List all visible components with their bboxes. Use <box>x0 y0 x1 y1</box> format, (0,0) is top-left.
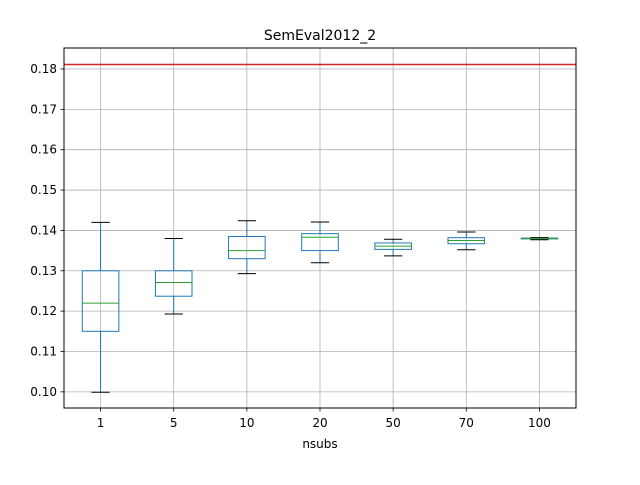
x-tick-label: 50 <box>386 416 401 430</box>
x-tick-label: 10 <box>239 416 254 430</box>
x-tick-label: 100 <box>528 416 551 430</box>
y-axis-ticks: 0.10 0.11 0.12 0.13 0.14 0.15 0.16 0.17 0.18 <box>30 62 64 399</box>
y-tick-label: 0.10 <box>30 385 57 399</box>
x-axis-ticks: 1 5 10 20 50 70 100 <box>97 408 551 430</box>
y-tick-label: 0.18 <box>30 62 57 76</box>
y-tick-label: 0.11 <box>30 344 57 358</box>
chart-title: SemEval2012_2 <box>264 28 376 44</box>
box-70 <box>447 231 486 251</box>
x-tick-label: 1 <box>97 416 105 430</box>
box-1 <box>81 221 120 393</box>
box-iqr <box>301 233 339 252</box>
y-tick-label: 0.16 <box>30 143 57 157</box>
y-tick-label: 0.15 <box>30 183 57 197</box>
box-iqr <box>228 235 266 260</box>
box-10 <box>228 220 266 275</box>
boxes <box>81 220 559 393</box>
x-tick-label: 70 <box>459 416 474 430</box>
box-iqr <box>81 270 120 332</box>
y-tick-label: 0.14 <box>30 223 57 237</box>
box-100 <box>520 237 559 241</box>
box-iqr <box>154 270 193 297</box>
y-tick-label: 0.13 <box>30 264 57 278</box>
y-tick-label: 0.12 <box>30 304 57 318</box>
x-axis-label: nsubs <box>302 437 337 451</box>
x-tick-label: 5 <box>170 416 178 430</box>
y-tick-label: 0.17 <box>30 102 57 116</box>
x-tick-label: 20 <box>312 416 327 430</box>
box-50 <box>374 238 412 257</box>
box-5 <box>154 237 193 315</box>
box-20 <box>301 221 339 264</box>
